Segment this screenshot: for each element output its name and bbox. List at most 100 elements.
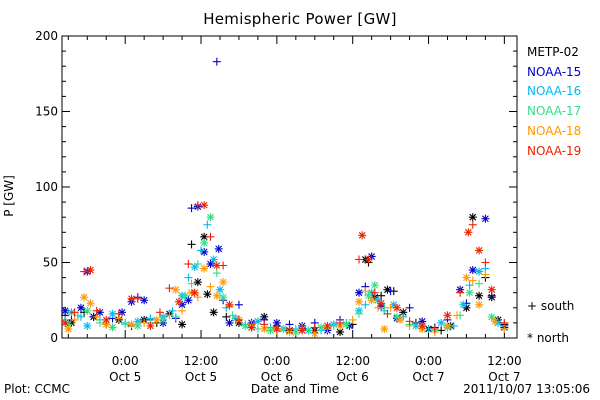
y-axis-label: P [GW] xyxy=(2,175,16,217)
point-noaa-18-south xyxy=(348,315,357,324)
point-noaa-17-north xyxy=(200,238,209,247)
point-noaa-18-north xyxy=(490,317,499,326)
point-noaa-19-south xyxy=(184,260,193,269)
point-metp-02-north xyxy=(193,278,202,287)
point-noaa-15-south xyxy=(386,287,395,296)
point-noaa-18-south xyxy=(468,276,477,285)
point-noaa-19-north xyxy=(86,266,95,275)
legend-entry-noaa-16: NOAA-16 xyxy=(527,84,582,99)
point-noaa-17-north xyxy=(487,312,496,321)
point-noaa-19-north xyxy=(225,300,234,309)
point-noaa-18-south xyxy=(452,311,461,320)
point-noaa-15-south xyxy=(212,57,221,66)
point-noaa-19-north xyxy=(358,231,367,240)
point-noaa-17-south xyxy=(212,269,221,278)
point-noaa-18-south xyxy=(206,282,215,291)
point-metp-02-north xyxy=(178,320,187,329)
chart-title: Hemispheric Power [GW] xyxy=(203,10,397,28)
chart-axes: 0 50 100 150 200 0:00 Oct 5 12:00 Oct 5 0:00 Oct 6… xyxy=(35,29,522,384)
y-tick-label: 0 xyxy=(50,331,58,345)
point-noaa-19-south xyxy=(285,324,294,333)
point-noaa-19-north xyxy=(443,311,452,320)
point-noaa-18-south xyxy=(193,293,202,302)
point-noaa-17-north xyxy=(133,321,142,330)
point-noaa-16-north xyxy=(253,317,262,326)
point-noaa-18-north xyxy=(212,291,221,300)
point-metp-02-north xyxy=(209,308,218,317)
point-noaa-18-north xyxy=(127,320,136,329)
point-noaa-19-south xyxy=(206,232,215,241)
point-noaa-17-south xyxy=(187,279,196,288)
point-noaa-16-north xyxy=(215,285,224,294)
point-noaa-19-north xyxy=(475,246,484,255)
marker-legend-north: * north xyxy=(527,331,569,345)
point-noaa-19-south xyxy=(92,306,101,315)
point-noaa-19-south xyxy=(219,261,228,270)
point-noaa-16-north xyxy=(209,255,218,264)
x-tick-label: Oct 6 xyxy=(337,370,369,384)
x-tick-label: Oct 5 xyxy=(185,370,217,384)
point-noaa-19-north xyxy=(377,299,386,308)
point-noaa-18-north xyxy=(171,285,180,294)
point-noaa-17-north xyxy=(219,293,228,302)
x-tick-label: 0:00 xyxy=(112,354,139,368)
point-noaa-18-north xyxy=(367,296,376,305)
point-noaa-19-south xyxy=(260,320,269,329)
point-noaa-18-north xyxy=(475,300,484,309)
point-noaa-19-south xyxy=(456,288,465,297)
point-noaa-16-north xyxy=(108,309,117,318)
point-noaa-16-south xyxy=(361,300,370,309)
legend-entry-noaa-18: NOAA-18 xyxy=(527,123,582,138)
plot-frame xyxy=(61,35,518,339)
x-tick-label: 12:00 xyxy=(487,354,522,368)
point-noaa-15-north xyxy=(272,318,281,327)
point-noaa-16-north xyxy=(475,267,484,276)
point-noaa-17-north xyxy=(181,291,190,300)
point-noaa-18-south xyxy=(361,287,370,296)
marker-legend-north-label: north xyxy=(536,331,570,345)
point-noaa-19-north xyxy=(364,255,373,264)
point-noaa-18-north xyxy=(152,315,161,324)
point-noaa-17-north xyxy=(364,291,373,300)
point-noaa-15-north xyxy=(140,296,149,305)
point-noaa-17-north xyxy=(465,288,474,297)
point-noaa-15-south xyxy=(187,204,196,213)
legend-entry-metp-02: METP-02 xyxy=(527,45,579,59)
point-noaa-18-north xyxy=(396,315,405,324)
plot-timestamp: 2011/10/07 13:05:06 xyxy=(463,382,590,396)
point-noaa-19-south xyxy=(234,315,243,324)
point-noaa-18-north xyxy=(64,324,73,333)
point-noaa-15-north xyxy=(481,214,490,223)
point-noaa-18-south xyxy=(165,311,174,320)
point-noaa-19-south xyxy=(133,294,142,303)
x-tick-label: Oct 7 xyxy=(488,370,520,384)
point-noaa-19-south xyxy=(310,323,319,332)
point-noaa-19-north xyxy=(487,285,496,294)
x-tick-label: 0:00 xyxy=(263,354,290,368)
point-noaa-19-south xyxy=(383,309,392,318)
point-metp-02-north xyxy=(203,290,212,299)
plus-marker-symbol: + xyxy=(527,299,538,313)
point-noaa-18-south xyxy=(373,303,382,312)
point-noaa-18-north xyxy=(86,299,95,308)
point-noaa-19-north xyxy=(146,321,155,330)
point-noaa-15-north xyxy=(214,244,223,253)
point-noaa-18-north xyxy=(219,278,228,287)
x-tick-label: Oct 7 xyxy=(412,370,444,384)
point-noaa-19-south xyxy=(405,317,414,326)
point-noaa-19-south xyxy=(430,324,439,333)
point-noaa-19-north xyxy=(418,321,427,330)
marker-legend-south: + south xyxy=(527,299,574,313)
point-noaa-16-south xyxy=(197,246,206,255)
point-noaa-17-south xyxy=(193,260,202,269)
point-noaa-18-south xyxy=(70,315,79,324)
point-noaa-19-north xyxy=(464,228,473,237)
point-noaa-19-north xyxy=(392,303,401,312)
point-noaa-18-south xyxy=(481,270,490,279)
point-noaa-19-north xyxy=(323,321,332,330)
legend-entry-noaa-17: NOAA-17 xyxy=(527,104,582,119)
point-noaa-18-south xyxy=(178,306,187,315)
point-noaa-15-south xyxy=(234,300,243,309)
y-tick-label: 150 xyxy=(35,105,58,119)
